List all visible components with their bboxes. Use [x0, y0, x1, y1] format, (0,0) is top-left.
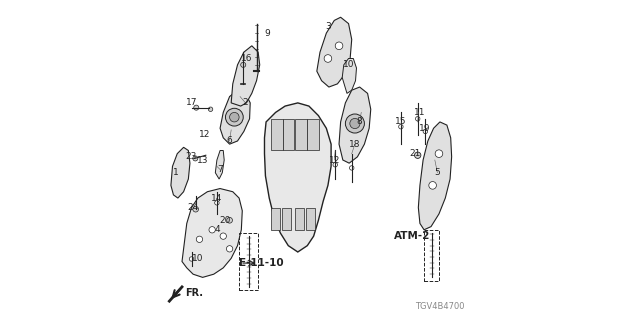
Circle shape — [429, 181, 436, 189]
Circle shape — [423, 129, 428, 134]
Circle shape — [346, 114, 364, 133]
Circle shape — [435, 150, 443, 157]
Circle shape — [230, 112, 239, 122]
Polygon shape — [339, 87, 371, 163]
Text: 17: 17 — [186, 99, 197, 108]
Bar — [283, 119, 294, 150]
Bar — [282, 208, 291, 230]
Text: ATM-2: ATM-2 — [394, 231, 430, 241]
Text: 14: 14 — [211, 194, 223, 203]
Text: 8: 8 — [356, 117, 362, 126]
Text: 21: 21 — [410, 149, 421, 158]
Circle shape — [399, 124, 403, 129]
Bar — [306, 208, 316, 230]
Circle shape — [196, 236, 203, 243]
Text: 1: 1 — [173, 168, 179, 177]
Text: 5: 5 — [435, 168, 440, 177]
Text: E-11-10: E-11-10 — [239, 258, 284, 268]
Text: 16: 16 — [241, 54, 253, 63]
Circle shape — [415, 152, 421, 158]
Circle shape — [227, 217, 232, 223]
Circle shape — [189, 257, 194, 261]
Circle shape — [227, 246, 233, 252]
Bar — [271, 119, 283, 150]
Polygon shape — [215, 150, 224, 179]
Bar — [307, 119, 319, 150]
Circle shape — [194, 105, 199, 110]
Text: 4: 4 — [214, 225, 220, 234]
Circle shape — [225, 108, 243, 126]
Bar — [424, 230, 439, 281]
Text: 7: 7 — [217, 165, 223, 174]
Text: 19: 19 — [419, 124, 431, 133]
Circle shape — [333, 163, 337, 167]
Circle shape — [209, 227, 215, 233]
Bar — [294, 208, 304, 230]
Text: 2: 2 — [243, 99, 248, 108]
Text: 13: 13 — [197, 156, 209, 164]
Text: 12: 12 — [328, 156, 340, 164]
Polygon shape — [264, 103, 331, 252]
Text: FR.: FR. — [185, 288, 203, 298]
Circle shape — [335, 42, 343, 50]
Text: 12: 12 — [198, 130, 210, 139]
Circle shape — [193, 156, 198, 161]
Polygon shape — [419, 122, 452, 230]
Circle shape — [220, 233, 227, 239]
Polygon shape — [342, 59, 356, 93]
Bar — [239, 233, 258, 290]
Circle shape — [415, 116, 420, 121]
Text: 6: 6 — [227, 136, 232, 146]
Polygon shape — [317, 17, 352, 87]
Text: 15: 15 — [395, 117, 406, 126]
Circle shape — [214, 201, 219, 205]
Polygon shape — [231, 46, 260, 106]
Circle shape — [350, 118, 360, 129]
Polygon shape — [171, 147, 190, 198]
Text: TGV4B4700: TGV4B4700 — [415, 302, 465, 311]
Text: 9: 9 — [265, 28, 271, 38]
Text: 11: 11 — [414, 108, 426, 117]
Text: 20: 20 — [219, 216, 230, 225]
Circle shape — [209, 107, 212, 111]
Text: 10: 10 — [343, 60, 355, 69]
Polygon shape — [182, 188, 243, 277]
Circle shape — [324, 55, 332, 62]
Polygon shape — [220, 90, 250, 144]
Bar — [295, 119, 307, 150]
Text: 3: 3 — [325, 22, 331, 31]
Text: 23: 23 — [186, 152, 197, 161]
Circle shape — [349, 166, 354, 170]
Circle shape — [241, 62, 246, 68]
Circle shape — [193, 206, 198, 212]
Bar — [271, 208, 280, 230]
Text: 10: 10 — [192, 254, 204, 263]
Text: 24: 24 — [188, 203, 199, 212]
Text: 18: 18 — [349, 140, 361, 148]
